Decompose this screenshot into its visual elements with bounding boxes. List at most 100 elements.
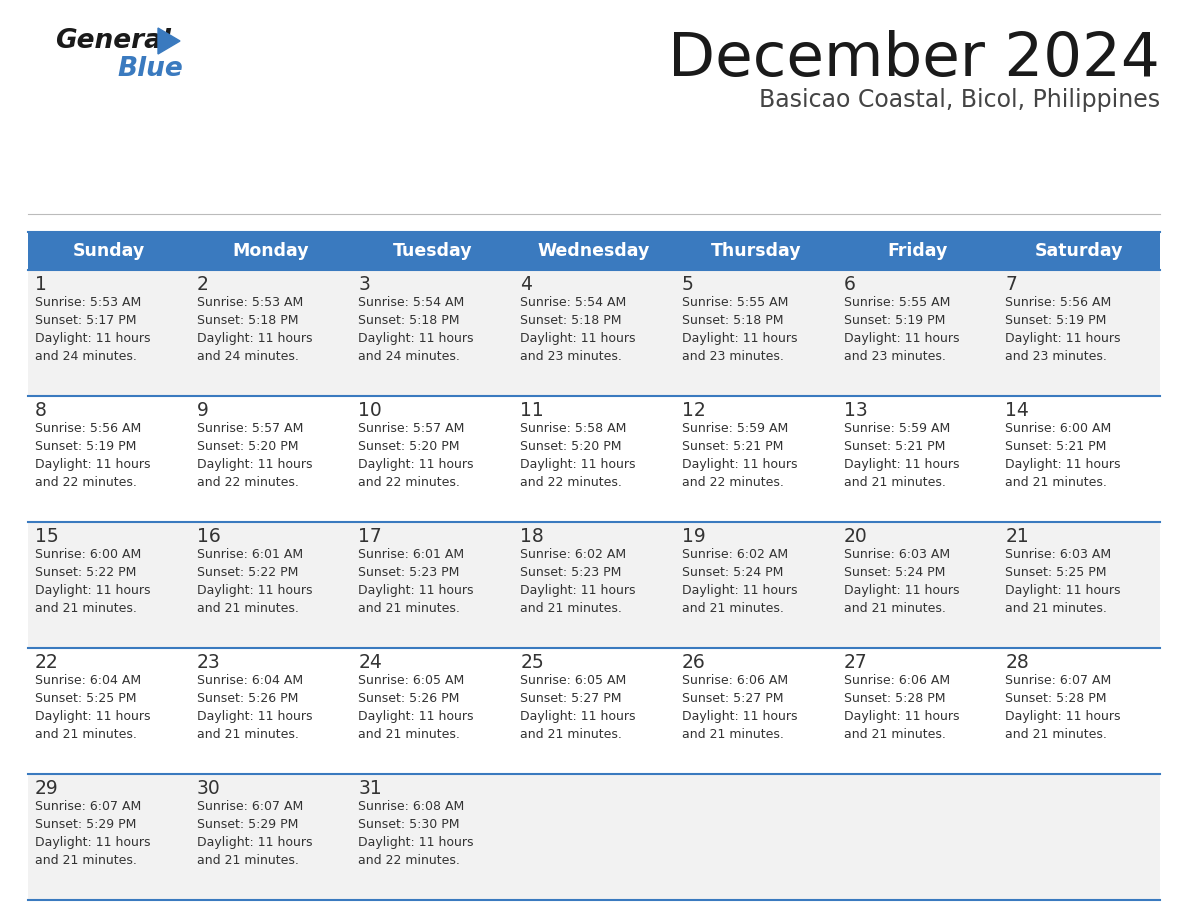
Text: Sunrise: 6:06 AM: Sunrise: 6:06 AM: [843, 674, 949, 687]
Text: Daylight: 11 hours: Daylight: 11 hours: [197, 710, 312, 723]
Text: 7: 7: [1005, 275, 1017, 294]
Text: Sunrise: 6:02 AM: Sunrise: 6:02 AM: [682, 548, 788, 561]
Text: Daylight: 11 hours: Daylight: 11 hours: [1005, 458, 1120, 471]
Text: Sunrise: 6:07 AM: Sunrise: 6:07 AM: [1005, 674, 1112, 687]
Text: Sunset: 5:18 PM: Sunset: 5:18 PM: [359, 314, 460, 327]
Bar: [352, 522, 513, 648]
Text: Sunrise: 6:01 AM: Sunrise: 6:01 AM: [359, 548, 465, 561]
Text: Daylight: 11 hours: Daylight: 11 hours: [682, 332, 797, 345]
Text: 11: 11: [520, 401, 544, 420]
Text: Sunset: 5:24 PM: Sunset: 5:24 PM: [843, 566, 944, 579]
Text: 31: 31: [359, 779, 383, 798]
Text: Sunrise: 6:05 AM: Sunrise: 6:05 AM: [359, 674, 465, 687]
Bar: [513, 774, 675, 900]
Text: Daylight: 11 hours: Daylight: 11 hours: [359, 584, 474, 597]
Text: Sunset: 5:29 PM: Sunset: 5:29 PM: [197, 818, 298, 831]
Text: General: General: [55, 28, 171, 54]
Text: 14: 14: [1005, 401, 1029, 420]
Text: Sunset: 5:22 PM: Sunset: 5:22 PM: [197, 566, 298, 579]
Text: and 21 minutes.: and 21 minutes.: [197, 602, 298, 615]
Text: Sunrise: 5:54 AM: Sunrise: 5:54 AM: [520, 296, 626, 309]
Text: Sunset: 5:22 PM: Sunset: 5:22 PM: [34, 566, 137, 579]
Text: Sunrise: 5:53 AM: Sunrise: 5:53 AM: [197, 296, 303, 309]
Text: and 21 minutes.: and 21 minutes.: [1005, 728, 1107, 741]
Text: Monday: Monday: [233, 242, 309, 260]
Text: Sunrise: 6:01 AM: Sunrise: 6:01 AM: [197, 548, 303, 561]
Bar: [29, 774, 190, 900]
Bar: [352, 774, 513, 900]
Text: Sunset: 5:17 PM: Sunset: 5:17 PM: [34, 314, 137, 327]
Text: 12: 12: [682, 401, 706, 420]
Text: 29: 29: [34, 779, 58, 798]
Text: Sunrise: 6:00 AM: Sunrise: 6:00 AM: [1005, 422, 1112, 435]
Bar: [190, 648, 352, 774]
Text: 4: 4: [520, 275, 532, 294]
Text: Blue: Blue: [116, 56, 183, 82]
Text: and 22 minutes.: and 22 minutes.: [520, 476, 623, 489]
Text: and 21 minutes.: and 21 minutes.: [843, 602, 946, 615]
Text: Sunrise: 5:57 AM: Sunrise: 5:57 AM: [359, 422, 465, 435]
Text: and 21 minutes.: and 21 minutes.: [1005, 476, 1107, 489]
Bar: [998, 774, 1159, 900]
Text: Tuesday: Tuesday: [392, 242, 472, 260]
Text: and 21 minutes.: and 21 minutes.: [359, 602, 460, 615]
Bar: [675, 522, 836, 648]
Text: and 21 minutes.: and 21 minutes.: [34, 854, 137, 867]
Text: Daylight: 11 hours: Daylight: 11 hours: [843, 584, 959, 597]
Text: Sunset: 5:19 PM: Sunset: 5:19 PM: [843, 314, 944, 327]
Text: Sunrise: 6:05 AM: Sunrise: 6:05 AM: [520, 674, 626, 687]
Text: Daylight: 11 hours: Daylight: 11 hours: [682, 458, 797, 471]
Text: Sunset: 5:27 PM: Sunset: 5:27 PM: [682, 692, 783, 705]
Text: 9: 9: [197, 401, 209, 420]
Text: Daylight: 11 hours: Daylight: 11 hours: [843, 332, 959, 345]
Text: 5: 5: [682, 275, 694, 294]
Text: Daylight: 11 hours: Daylight: 11 hours: [34, 332, 151, 345]
Bar: [998, 396, 1159, 522]
Text: Sunrise: 5:55 AM: Sunrise: 5:55 AM: [843, 296, 950, 309]
Text: Daylight: 11 hours: Daylight: 11 hours: [520, 584, 636, 597]
Text: Sunrise: 5:59 AM: Sunrise: 5:59 AM: [682, 422, 788, 435]
Text: Sunrise: 6:07 AM: Sunrise: 6:07 AM: [34, 800, 141, 813]
Bar: [190, 774, 352, 900]
Text: Sunset: 5:23 PM: Sunset: 5:23 PM: [520, 566, 621, 579]
Text: Sunset: 5:29 PM: Sunset: 5:29 PM: [34, 818, 137, 831]
Text: 8: 8: [34, 401, 46, 420]
Text: Sunset: 5:28 PM: Sunset: 5:28 PM: [1005, 692, 1107, 705]
Text: and 22 minutes.: and 22 minutes.: [34, 476, 137, 489]
Text: December 2024: December 2024: [668, 30, 1159, 89]
Text: and 23 minutes.: and 23 minutes.: [682, 350, 784, 363]
Text: Daylight: 11 hours: Daylight: 11 hours: [843, 458, 959, 471]
Bar: [675, 270, 836, 396]
Bar: [29, 648, 190, 774]
Text: Sunset: 5:23 PM: Sunset: 5:23 PM: [359, 566, 460, 579]
Text: and 24 minutes.: and 24 minutes.: [197, 350, 298, 363]
Text: Sunset: 5:18 PM: Sunset: 5:18 PM: [520, 314, 621, 327]
Text: Sunrise: 5:54 AM: Sunrise: 5:54 AM: [359, 296, 465, 309]
Text: Sunrise: 6:03 AM: Sunrise: 6:03 AM: [1005, 548, 1112, 561]
Text: Sunset: 5:25 PM: Sunset: 5:25 PM: [1005, 566, 1107, 579]
Text: Daylight: 11 hours: Daylight: 11 hours: [520, 332, 636, 345]
Text: 24: 24: [359, 653, 383, 672]
Text: Saturday: Saturday: [1035, 242, 1124, 260]
Text: 21: 21: [1005, 527, 1029, 546]
Text: Daylight: 11 hours: Daylight: 11 hours: [682, 710, 797, 723]
Text: Daylight: 11 hours: Daylight: 11 hours: [34, 710, 151, 723]
Text: Sunset: 5:28 PM: Sunset: 5:28 PM: [843, 692, 946, 705]
Text: Daylight: 11 hours: Daylight: 11 hours: [682, 584, 797, 597]
Text: and 23 minutes.: and 23 minutes.: [843, 350, 946, 363]
Text: Sunrise: 5:53 AM: Sunrise: 5:53 AM: [34, 296, 141, 309]
Text: Daylight: 11 hours: Daylight: 11 hours: [520, 458, 636, 471]
Text: Friday: Friday: [887, 242, 948, 260]
Bar: [836, 774, 998, 900]
Text: and 24 minutes.: and 24 minutes.: [359, 350, 460, 363]
Bar: [29, 522, 190, 648]
Text: Sunrise: 5:57 AM: Sunrise: 5:57 AM: [197, 422, 303, 435]
Text: Daylight: 11 hours: Daylight: 11 hours: [197, 584, 312, 597]
Text: 19: 19: [682, 527, 706, 546]
Bar: [836, 396, 998, 522]
Text: Sunrise: 5:55 AM: Sunrise: 5:55 AM: [682, 296, 788, 309]
Bar: [513, 648, 675, 774]
Text: Sunrise: 5:58 AM: Sunrise: 5:58 AM: [520, 422, 626, 435]
Text: Sunrise: 6:07 AM: Sunrise: 6:07 AM: [197, 800, 303, 813]
Bar: [513, 270, 675, 396]
